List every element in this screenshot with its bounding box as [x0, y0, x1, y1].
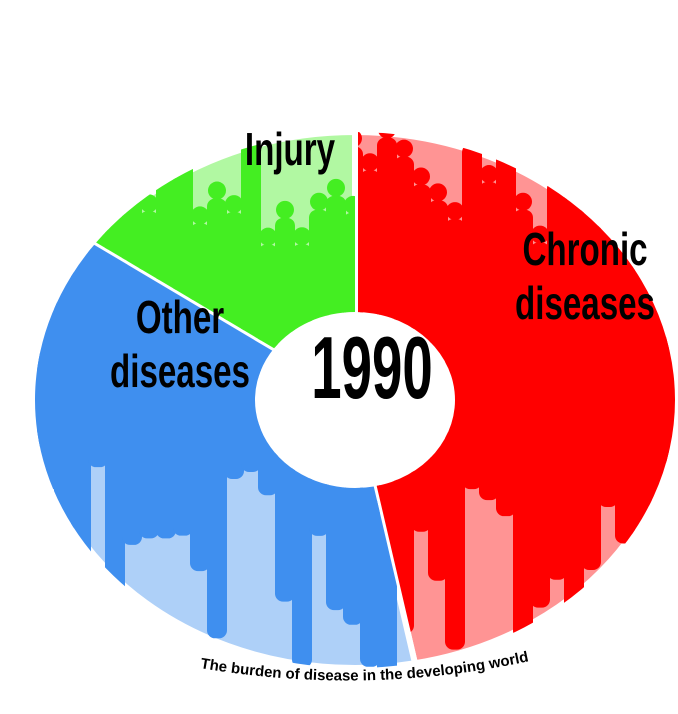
silhouette-body: [445, 219, 465, 650]
silhouette-head: [38, 166, 56, 184]
silhouette-body: [496, 133, 516, 517]
silhouette-head: [21, 112, 39, 130]
silhouette-body: [54, 242, 74, 584]
silhouette-head: [616, 159, 634, 177]
silhouette-head: [429, 183, 447, 202]
silhouette-head: [191, 132, 209, 150]
silhouette-head: [616, 200, 634, 219]
silhouette-head: [174, 132, 192, 140]
slice-label: Chronic diseases: [515, 223, 655, 329]
silhouette-head: [548, 126, 566, 144]
silhouette-body: [139, 242, 159, 539]
silhouette-head: [72, 242, 90, 244]
silhouette-head: [395, 139, 413, 158]
silhouette-head: [191, 206, 209, 225]
silhouette-head: [531, 133, 549, 151]
silhouette-head: [599, 143, 617, 161]
silhouette-body: [564, 180, 584, 649]
silhouette-head: [446, 202, 464, 221]
silhouette-head: [72, 211, 90, 229]
silhouette-body: [615, 217, 635, 544]
silhouette-body: [479, 182, 499, 501]
silhouette-head: [89, 182, 107, 200]
silhouette-head: [497, 132, 515, 135]
silhouette-body: [207, 198, 227, 349]
silhouette-body: [207, 242, 227, 639]
silhouette-body: [241, 141, 261, 349]
silhouette-head: [582, 165, 600, 184]
silhouette-body: [275, 217, 295, 349]
silhouette-head: [344, 195, 355, 214]
slice-label: Injury: [244, 123, 336, 175]
silhouette-body: [173, 242, 193, 536]
silhouette-head: [599, 143, 617, 161]
silhouette-head: [157, 134, 175, 153]
silhouette-head: [650, 119, 668, 137]
silhouette-head: [21, 174, 39, 192]
silhouette-head: [514, 192, 532, 211]
silhouette-head: [96, 167, 107, 186]
silhouette-head: [123, 125, 141, 143]
silhouette-head: [327, 178, 345, 197]
silhouette-head: [21, 170, 39, 188]
silhouette-head: [276, 200, 294, 219]
silhouette-head: [582, 129, 600, 147]
silhouette-body: [88, 242, 108, 468]
silhouette-head: [412, 167, 430, 186]
silhouette-head: [650, 145, 668, 163]
center-label: 1990: [311, 318, 433, 417]
silhouette-head: [548, 163, 566, 182]
silhouette-head: [531, 225, 549, 244]
silhouette-body: [598, 159, 618, 508]
silhouette-head: [531, 119, 549, 137]
silhouette-body: [530, 242, 550, 608]
silhouette-head: [633, 143, 651, 162]
silhouette-head: [72, 120, 90, 138]
silhouette-head: [55, 164, 73, 182]
silhouette-head: [667, 149, 678, 167]
slice-label: Other diseases: [110, 291, 250, 397]
silhouette-head: [38, 125, 56, 143]
silhouette-head: [480, 136, 498, 154]
silhouette-head: [106, 165, 124, 184]
silhouette-head: [140, 194, 158, 213]
silhouette-head: [599, 142, 617, 161]
silhouette-head: [480, 165, 498, 184]
silhouette-body: [513, 209, 533, 640]
silhouette-head: [55, 200, 73, 218]
silhouette-body: [547, 180, 567, 580]
silhouette-body: [173, 138, 193, 349]
silhouette-head: [633, 203, 651, 221]
silhouette-head: [259, 227, 277, 246]
silhouette-body: [71, 242, 91, 561]
silhouette-head: [463, 121, 481, 139]
silhouette-head: [310, 192, 328, 211]
silhouette-body: [462, 144, 482, 490]
silhouette-head: [208, 181, 226, 200]
silhouette-head: [378, 132, 396, 139]
silhouette-head: [667, 222, 675, 241]
silhouette-head: [38, 207, 56, 225]
silhouette-head: [293, 227, 311, 246]
silhouette-head: [667, 197, 678, 215]
silhouette-head: [361, 153, 379, 172]
silhouette-head: [55, 116, 73, 134]
silhouette-head: [616, 120, 634, 138]
silhouette-body: [581, 182, 601, 570]
silhouette-head: [123, 180, 141, 199]
silhouette-head: [565, 163, 583, 182]
silhouette-body: [224, 212, 244, 349]
silhouette-head: [225, 195, 243, 214]
silhouette-head: [140, 171, 158, 189]
silhouette-head: [89, 115, 107, 133]
silhouette-body: [35, 242, 40, 515]
silhouette-head: [463, 132, 481, 146]
silhouette-body: [326, 195, 346, 349]
silhouette-head: [633, 143, 651, 161]
silhouette-head: [106, 145, 124, 163]
